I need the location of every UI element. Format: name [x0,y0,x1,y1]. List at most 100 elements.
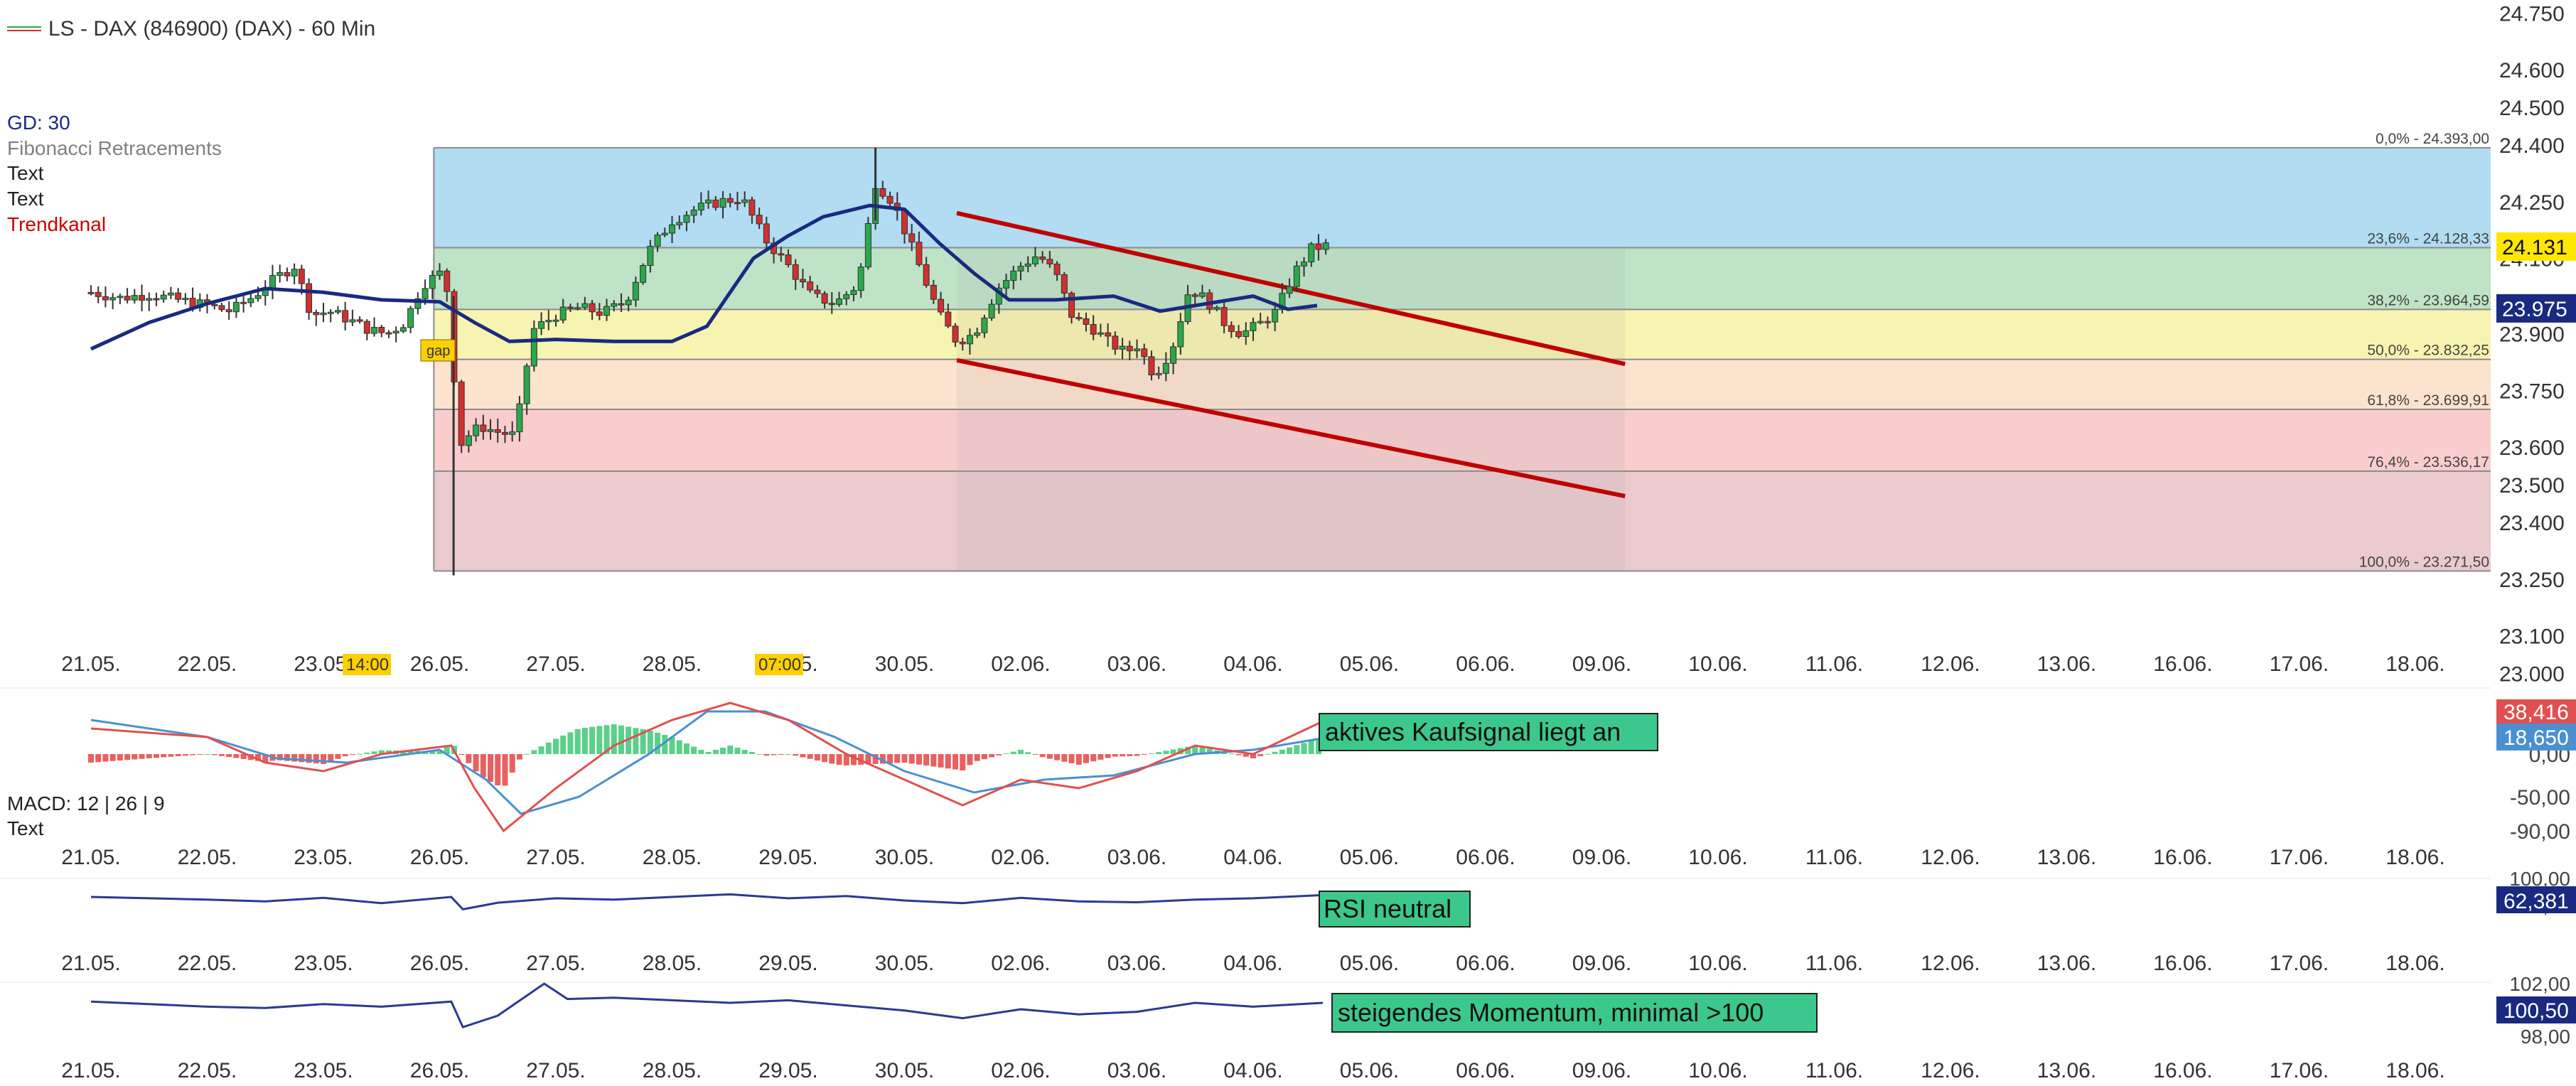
candle [1198,284,1206,299]
macd-histogram-bar [662,735,668,754]
candle-body [690,210,697,216]
macd-histogram-bar [1046,754,1053,759]
candle [952,323,959,348]
candle [1031,247,1039,267]
macd-histogram-bar [444,746,450,754]
macd-histogram-bar [647,731,653,754]
macd-histogram-bar [211,754,218,756]
date-tick-label: 16.06. [2153,846,2212,869]
macd-histogram-bar [887,754,893,763]
candle-body [211,303,218,306]
candle-body [1272,308,1279,323]
macd-histogram-bar [1265,753,1271,755]
candle [581,296,589,310]
candle-body [458,381,465,446]
candle [916,231,923,267]
time-badge-1: 14:00 [343,654,391,675]
legend-fibonacci[interactable]: Fibonacci Retracements [7,137,222,159]
candle [291,263,298,285]
candle-body [1308,243,1315,263]
macd-histogram-bar [850,754,857,765]
fibonacci-retracement[interactable]: 0,0% - 24.393,00 23,6% - 24.128,33 38,2% -… [433,131,2491,572]
macd-histogram-bar [538,746,544,754]
macd-histogram-bar [1257,754,1264,756]
candle-body [647,245,654,266]
date-tick-label: 29.05. [758,846,817,869]
price-axis[interactable]: 24.75024.60024.50024.40024.25024.10023.9… [2499,2,2565,724]
date-tick-label: 04.06. [1223,952,1282,975]
date-tick-label: 03.06. [1107,952,1166,975]
candle-body [465,435,472,446]
candle-body [1112,335,1119,350]
fib-level-label: 76,4% - 23.536,17 [2367,454,2489,471]
rsi-signal-annotation[interactable]: RSI neutral [1319,891,1471,928]
date-axis-momentum: 21.05. 22.05. 23.05. 26.05. 27.05. 28.05. 29.0… [61,1059,2444,1082]
legend-trendkanal[interactable]: Trendkanal [7,213,106,235]
date-tick-label: 09.06. [1572,652,1631,676]
macd-panel[interactable] [88,701,1324,833]
macd-histogram-bar [778,754,784,755]
candle [538,312,545,335]
macd-histogram-bar [1185,746,1191,754]
macd-histogram-bar [1134,754,1140,756]
candle [1243,322,1250,345]
macd-histogram-bar [516,754,522,760]
trend-channel-lower[interactable] [956,357,1626,498]
time-badge-2-label: 07:00 [758,655,801,674]
macd-histogram-bar [822,754,828,763]
legend-text-1[interactable]: Text [7,162,44,184]
candle [1293,261,1300,292]
candle-body [559,306,567,321]
rsi-panel[interactable] [0,878,2491,911]
date-tick-label: 12.06. [1921,1059,1980,1082]
price-tick-label: 24.500 [2499,97,2565,120]
candle [1090,315,1097,340]
macd-signal-annotation[interactable]: aktives Kaufsignal liegt an [1319,713,1658,751]
date-tick-label: 16.06. [2153,652,2212,676]
candle-body [298,269,305,284]
candle-body [748,199,756,216]
candle-body [1061,274,1068,294]
macd-histogram-bar [960,754,966,770]
macd-histogram-bar [524,753,530,755]
candle-body [146,298,153,301]
candle [1257,313,1264,325]
candle-body [938,299,945,313]
candle-body [1279,293,1286,310]
date-tick-label: 18.06. [2386,652,2444,676]
date-tick-label: 04.06. [1223,652,1282,676]
macd-histogram-bar [640,729,646,754]
date-tick-label: 05.06. [1340,1059,1399,1082]
macd-histogram-bar [596,726,603,754]
macd-histogram-bar [1039,754,1046,758]
macd-histogram-bar [683,743,689,754]
legend-text-2[interactable]: Text [7,188,44,210]
candle [487,419,494,440]
macd-histogram-bar [807,754,813,759]
macd-histogram-bar [1308,741,1314,754]
candle [1301,257,1308,277]
candle [618,293,625,313]
momentum-signal-annotation[interactable]: steigendes Momentum, minimal >100 [1331,993,1818,1033]
macd-histogram-bar [132,754,138,760]
date-tick-label: 22.05. [178,652,237,676]
legend-gd30[interactable]: GD: 30 [7,112,70,134]
candle [284,267,291,281]
date-tick-label: 11.06. [1805,846,1863,869]
date-tick-label: 23.05. [294,1059,353,1082]
candle [945,303,952,328]
macd-histogram-bar [233,754,240,758]
macd-histogram-bar [1192,746,1198,754]
macd-badge-top: 38,416 [2503,701,2569,724]
macd-histogram-bar [473,754,479,772]
candle-body [414,298,422,309]
macd-histogram-bar [894,754,901,763]
candle [938,291,945,316]
candle [640,263,647,285]
macd-label: MACD: 12 | 26 | 9 [7,792,165,814]
candle-body [1264,321,1271,323]
macd-histogram-bar [945,754,951,769]
macd-histogram-bar [1090,754,1097,762]
momentum-panel[interactable] [90,982,1324,1029]
